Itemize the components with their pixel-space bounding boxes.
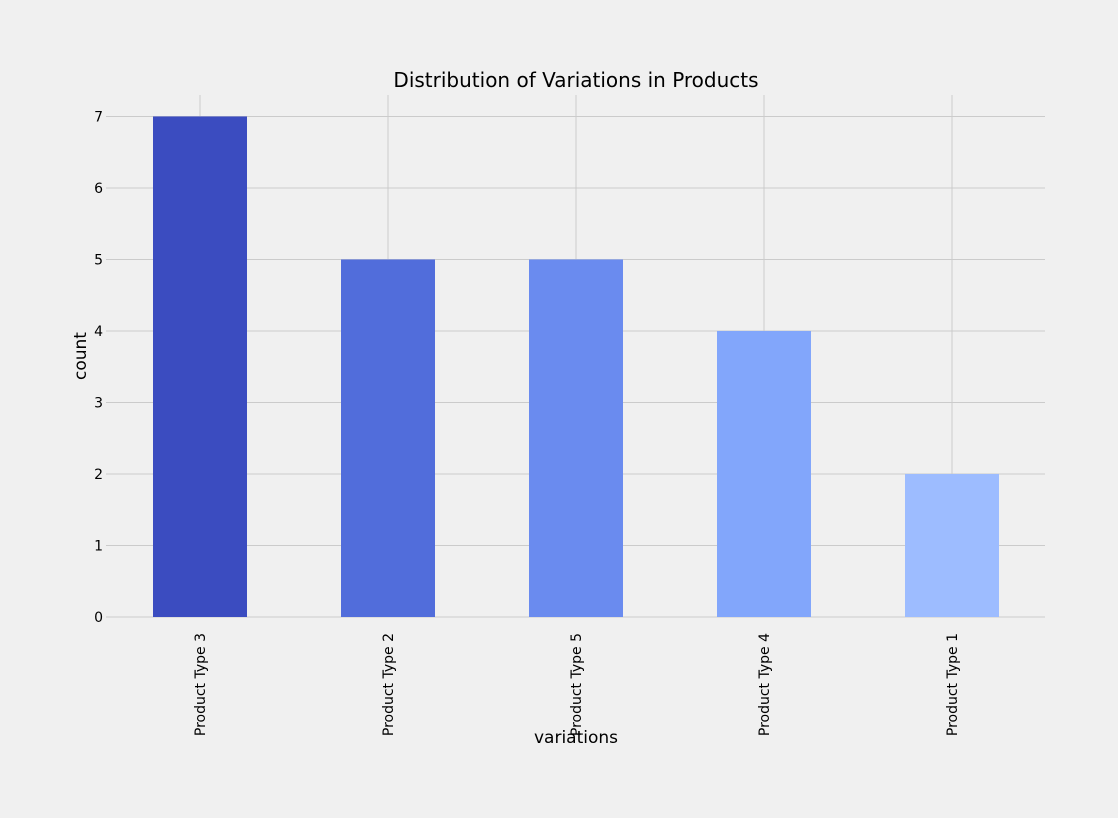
y-axis-ticks: 0 1 2 3 4 5 6 7 xyxy=(94,109,103,626)
y-axis-label: count xyxy=(71,332,91,380)
x-tick-label: Product Type 5 xyxy=(569,633,585,736)
bar-product-type-5 xyxy=(529,259,623,617)
y-tick-label: 5 xyxy=(94,252,103,268)
y-tick-label: 3 xyxy=(94,395,103,411)
x-axis-label: variations xyxy=(534,728,618,748)
y-tick-label: 6 xyxy=(94,181,103,197)
y-tick-label: 0 xyxy=(94,610,103,626)
x-tick-label: Product Type 4 xyxy=(757,633,773,736)
y-tick-label: 1 xyxy=(94,538,103,554)
y-tick-label: 2 xyxy=(94,467,103,483)
bar-product-type-2 xyxy=(341,259,435,617)
bar-product-type-3 xyxy=(153,116,247,617)
y-tick-label: 7 xyxy=(94,109,103,125)
x-tick-label: Product Type 2 xyxy=(381,633,397,736)
x-tick-label: Product Type 1 xyxy=(945,633,961,736)
chart-title: Distribution of Variations in Products xyxy=(393,68,758,92)
y-tick-label: 4 xyxy=(94,324,103,340)
x-tick-label: Product Type 3 xyxy=(193,633,209,736)
bar-product-type-1 xyxy=(905,473,999,617)
x-axis-ticks: Product Type 3 Product Type 2 Product Type… xyxy=(193,633,961,736)
bar-product-type-4 xyxy=(717,330,811,617)
bars-layer xyxy=(153,116,999,617)
